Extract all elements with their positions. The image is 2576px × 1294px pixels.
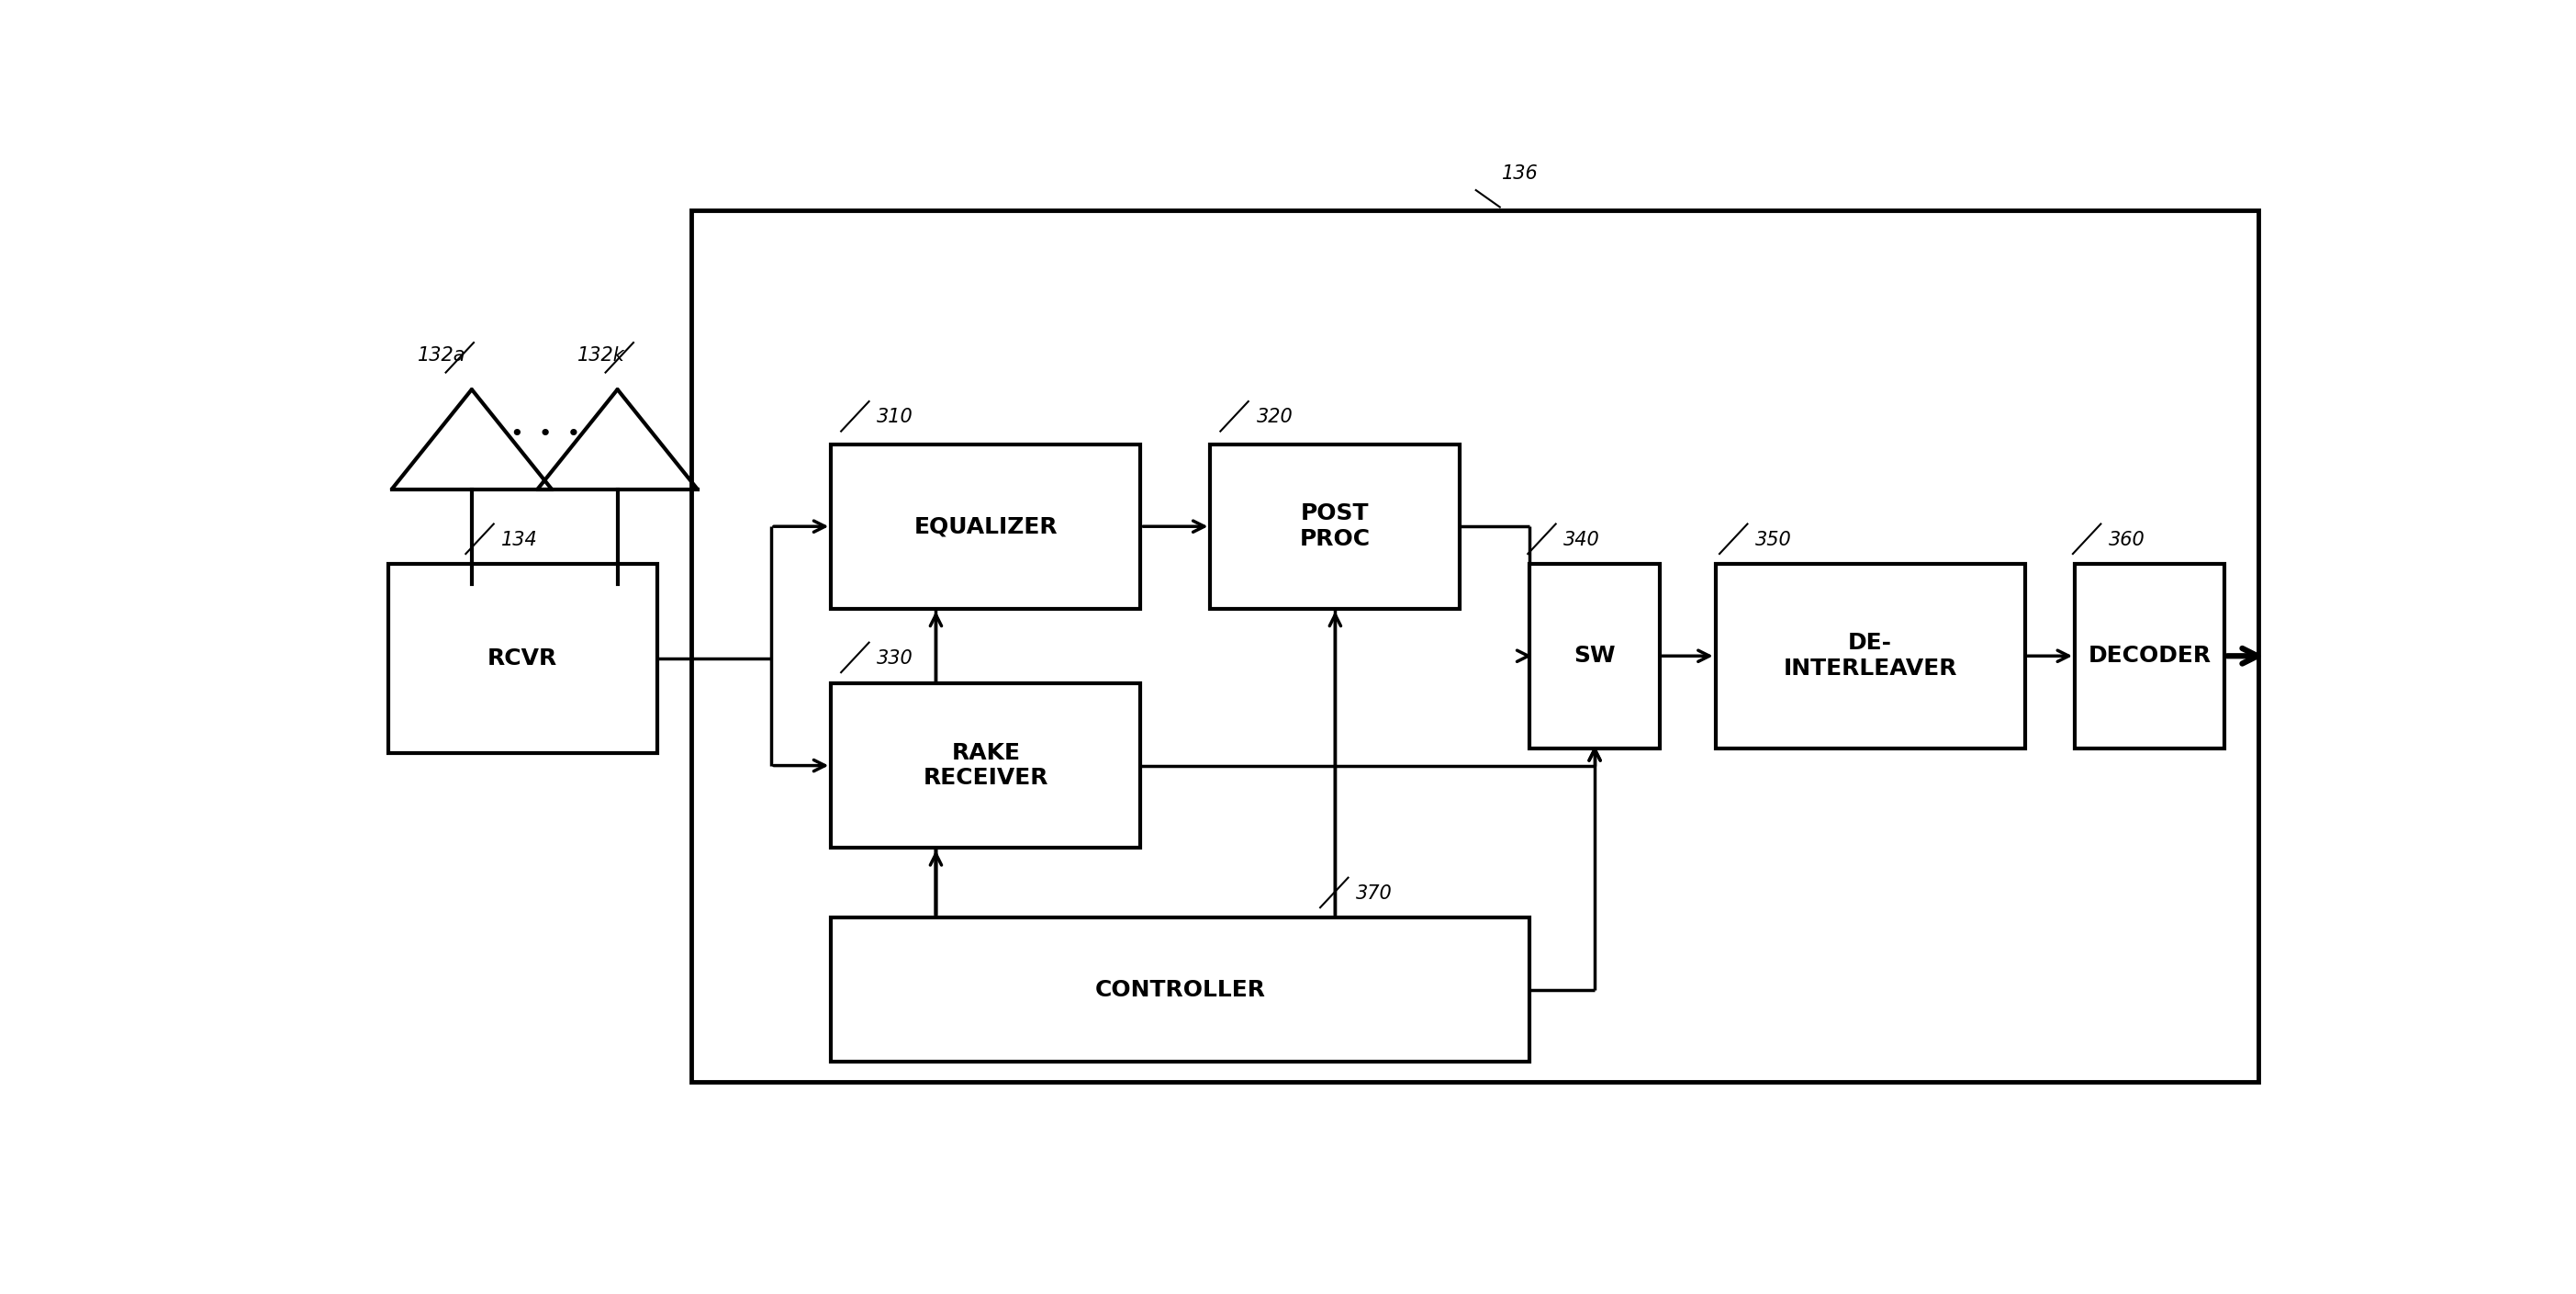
Text: 132k: 132k xyxy=(577,347,626,365)
Text: 310: 310 xyxy=(876,408,914,426)
Text: RAKE
RECEIVER: RAKE RECEIVER xyxy=(922,741,1048,789)
Text: 132a: 132a xyxy=(417,347,466,365)
Text: RCVR: RCVR xyxy=(487,647,556,669)
Bar xyxy=(2074,564,2226,748)
Text: POST
PROC: POST PROC xyxy=(1301,502,1370,550)
Text: 360: 360 xyxy=(2110,531,2146,549)
Bar xyxy=(832,683,1141,848)
Bar xyxy=(690,210,2259,1082)
Text: DE-
INTERLEAVER: DE- INTERLEAVER xyxy=(1783,633,1958,679)
Bar xyxy=(832,444,1141,608)
Text: •  •  •: • • • xyxy=(510,423,580,445)
Text: 134: 134 xyxy=(502,531,538,549)
Bar xyxy=(1211,444,1461,608)
Text: 320: 320 xyxy=(1257,408,1293,426)
Bar xyxy=(1716,564,2025,748)
Text: 136: 136 xyxy=(1502,164,1538,184)
Bar xyxy=(389,564,657,753)
Text: SW: SW xyxy=(1574,644,1615,666)
Bar xyxy=(832,917,1530,1062)
Text: CONTROLLER: CONTROLLER xyxy=(1095,978,1265,1000)
Text: 340: 340 xyxy=(1564,531,1600,549)
Text: EQUALIZER: EQUALIZER xyxy=(914,515,1059,537)
Text: DECODER: DECODER xyxy=(2089,644,2210,666)
Text: 350: 350 xyxy=(1754,531,1793,549)
Text: 370: 370 xyxy=(1355,884,1394,903)
Text: 330: 330 xyxy=(876,650,914,668)
Bar xyxy=(1530,564,1659,748)
